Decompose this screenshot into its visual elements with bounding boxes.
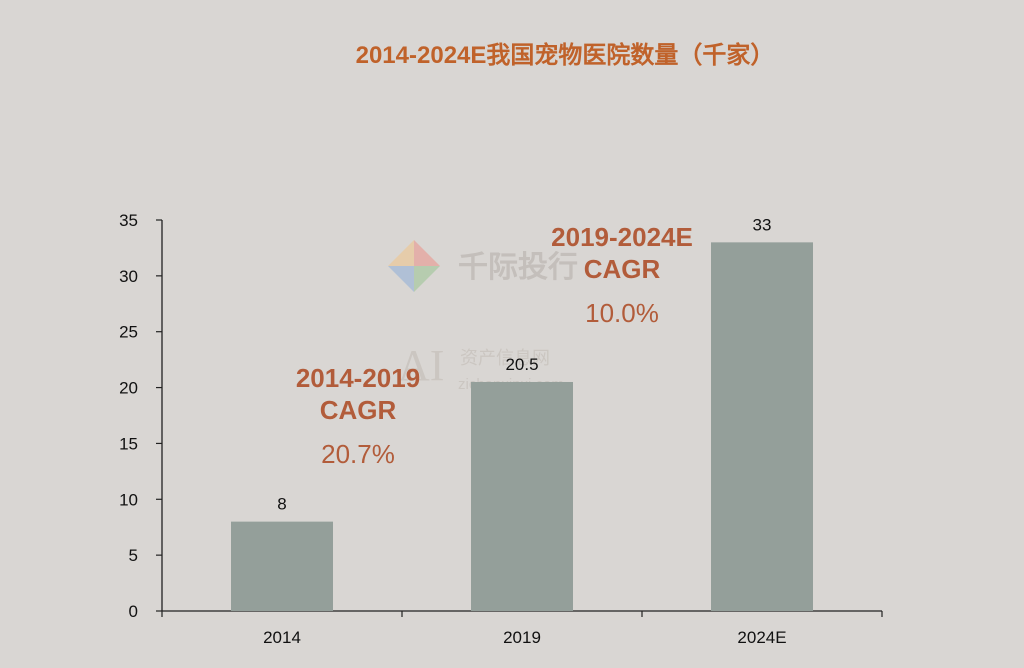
annotation-line: CAGR xyxy=(320,395,397,425)
annotation-value: 20.7% xyxy=(321,439,395,469)
bar-2024E xyxy=(711,242,813,612)
watermark-ai-logo: AI xyxy=(398,341,444,390)
y-tick-label: 5 xyxy=(129,546,138,565)
chart-title: 2014-2024E我国宠物医院数量（千家） xyxy=(356,41,775,69)
bar-2014 xyxy=(231,521,333,611)
y-tick-label: 35 xyxy=(119,211,138,230)
x-tick-label-2019: 2019 xyxy=(503,628,541,647)
y-tick-label: 15 xyxy=(119,434,138,453)
y-tick-label: 30 xyxy=(119,267,138,286)
x-tick-label-2024E: 2024E xyxy=(737,628,786,647)
x-tick-label-2014: 2014 xyxy=(263,628,301,647)
annotation-line: CAGR xyxy=(584,254,661,284)
watermark-logo-icon xyxy=(388,240,440,292)
data-label-2014: 8 xyxy=(277,495,286,514)
y-tick-label: 0 xyxy=(129,602,138,621)
annotation-value: 10.0% xyxy=(585,298,659,328)
annotation-line: 2019-2024E xyxy=(551,222,693,252)
bar-group xyxy=(231,242,813,612)
watermark-site-cn: 资产信息网 xyxy=(460,348,550,368)
y-tick-label: 20 xyxy=(119,379,138,398)
annotation-line: 2014-2019 xyxy=(296,363,420,393)
data-label-2019: 20.5 xyxy=(505,355,538,374)
watermark-brand: 千际投行 xyxy=(458,251,578,284)
data-label-2024E: 33 xyxy=(753,215,772,234)
label-group: 8 2014 20.5 2019 33 2024E xyxy=(263,215,787,647)
y-tick-label: 10 xyxy=(119,490,138,509)
y-tick-label: 25 xyxy=(119,323,138,342)
chart-axes: 0 5 10 15 20 25 30 35 xyxy=(119,211,883,621)
bar-2019 xyxy=(471,381,573,611)
